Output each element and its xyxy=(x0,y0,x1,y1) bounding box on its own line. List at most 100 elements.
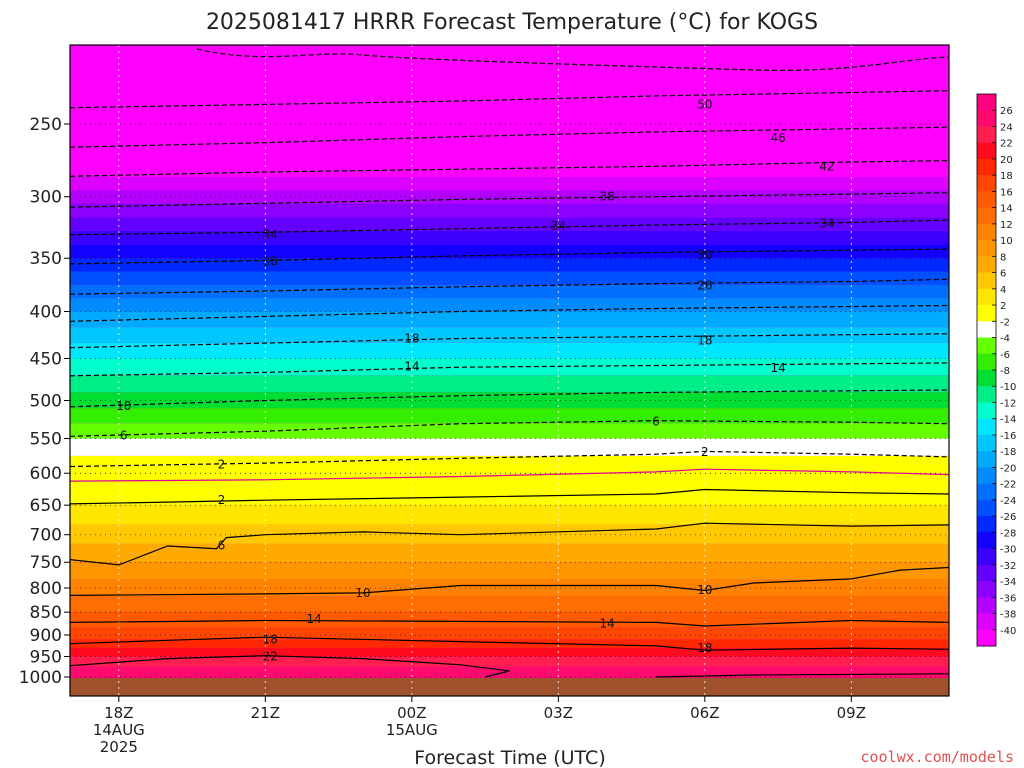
colorbar-label: 8 xyxy=(1000,252,1006,263)
colorbar-swatch xyxy=(977,564,996,582)
y-tick-label: 750 xyxy=(30,553,62,573)
isotherm--42 xyxy=(70,160,949,177)
colorbar-label: 14 xyxy=(1000,204,1013,215)
isotherm-contours xyxy=(70,48,949,678)
isotherm-label: 18 xyxy=(404,331,419,345)
isotherm-label: 26 xyxy=(697,279,712,293)
isotherm-label: 34 xyxy=(263,228,278,242)
colorbar-label: 26 xyxy=(1000,106,1013,117)
y-tick-label: 850 xyxy=(30,603,62,623)
colorbar-swatch xyxy=(977,597,996,614)
isotherm-label: 2 xyxy=(701,445,709,459)
colorbar-swatch xyxy=(977,386,996,403)
isotherm--30 xyxy=(70,248,949,265)
y-tick-label: 550 xyxy=(30,430,62,450)
colorbar-swatch xyxy=(977,581,996,598)
x-tick-label: 21Z xyxy=(251,704,280,722)
isotherm-18 xyxy=(70,636,949,651)
isotherm-10 xyxy=(70,566,949,596)
colorbar-swatch xyxy=(977,305,996,322)
x-tick-label: 00Z xyxy=(397,704,426,722)
isotherm-label: 6 xyxy=(120,429,128,443)
colorbar-swatch xyxy=(977,353,996,371)
colorbar-swatch xyxy=(977,499,996,517)
isotherm-top xyxy=(196,48,949,71)
colorbar-label: -38 xyxy=(1000,610,1016,621)
x-tick-label: 2025 xyxy=(100,738,138,756)
isotherm-label: 2 xyxy=(218,457,226,471)
y-tick-label: 650 xyxy=(30,496,62,516)
isotherm-2 xyxy=(70,488,949,505)
colorbar-label: 24 xyxy=(1000,122,1013,133)
isotherm-26 xyxy=(655,673,949,678)
temperature-band xyxy=(70,392,949,409)
colorbar-swatch xyxy=(977,548,996,566)
colorbar-swatch xyxy=(977,337,996,355)
y-tick-label: 300 xyxy=(30,188,62,208)
credit-text: coolwx.com/models xyxy=(860,748,1014,766)
colorbar-swatch xyxy=(977,288,996,306)
colorbar-label: -20 xyxy=(1000,463,1016,474)
y-tick-label: 950 xyxy=(30,648,62,668)
isotherm-label: 14 xyxy=(307,612,322,626)
isotherm-0 xyxy=(70,468,949,482)
colorbar-swatch xyxy=(977,272,996,290)
isotherm--34 xyxy=(70,219,949,236)
temperature-band xyxy=(70,423,949,439)
colorbar-label: 4 xyxy=(1000,285,1006,296)
colorbar-label: -22 xyxy=(1000,480,1016,491)
temperature-band xyxy=(70,666,949,677)
isotherm--26 xyxy=(70,278,949,295)
isotherm-label: 6 xyxy=(652,414,660,428)
temperature-bands xyxy=(70,45,949,696)
temperature-band xyxy=(70,627,949,640)
chart-title: 2025081417 HRRR Forecast Temperature (°C… xyxy=(206,10,818,35)
plot-frame xyxy=(69,44,950,697)
isotherm-label: 14 xyxy=(600,617,615,631)
isotherm-label: 46 xyxy=(770,131,785,145)
temperature-band xyxy=(70,543,949,563)
colorbar-label: 22 xyxy=(1000,139,1013,150)
colorbar-label: -12 xyxy=(1000,398,1016,409)
temperature-band xyxy=(70,579,949,597)
colorbar-swatch xyxy=(977,516,996,533)
colorbar-swatch xyxy=(977,207,996,225)
isotherm-label: 30 xyxy=(263,255,278,269)
colorbar-swatch xyxy=(977,629,996,647)
colorbar-label: 6 xyxy=(1000,269,1006,280)
temperature-band xyxy=(70,258,949,272)
isotherm--6 xyxy=(70,420,949,437)
colorbar-label: 2 xyxy=(1000,301,1006,312)
colorbar-label: -8 xyxy=(1000,366,1010,377)
colorbar-swatch xyxy=(977,418,996,436)
isotherm-label: 2 xyxy=(218,493,226,507)
temperature-band xyxy=(70,647,949,657)
isotherm--22 xyxy=(70,304,949,322)
ground-surface xyxy=(70,678,949,696)
y-tick-label: 700 xyxy=(30,526,62,546)
y-tick-label: 250 xyxy=(30,115,62,135)
temperature-band xyxy=(70,298,949,312)
temperature-band xyxy=(70,284,949,299)
x-tick-label: 18Z xyxy=(104,704,133,722)
temperature-band xyxy=(70,230,949,245)
temperature-band xyxy=(70,190,949,204)
colorbar-label: -40 xyxy=(1000,626,1016,637)
colorbar-swatch xyxy=(977,94,996,111)
isotherm-label: 38 xyxy=(600,190,615,204)
colorbar-swatch xyxy=(977,532,996,549)
colorbar-swatch xyxy=(977,256,996,273)
colorbar-swatch xyxy=(977,434,996,452)
colorbar-label: -26 xyxy=(1000,512,1016,523)
isotherm-label: 34 xyxy=(551,219,566,233)
colorbar-swatch xyxy=(977,223,996,241)
x-tick-label: 03Z xyxy=(544,704,573,722)
isotherm--46 xyxy=(70,126,949,148)
isotherm--10 xyxy=(70,389,949,408)
temperature-band xyxy=(70,524,949,544)
isotherm-label: 10 xyxy=(697,583,712,597)
colorbar-label: -32 xyxy=(1000,561,1016,572)
y-tick-label: 350 xyxy=(30,249,62,269)
colorbar-swatch xyxy=(977,142,996,160)
